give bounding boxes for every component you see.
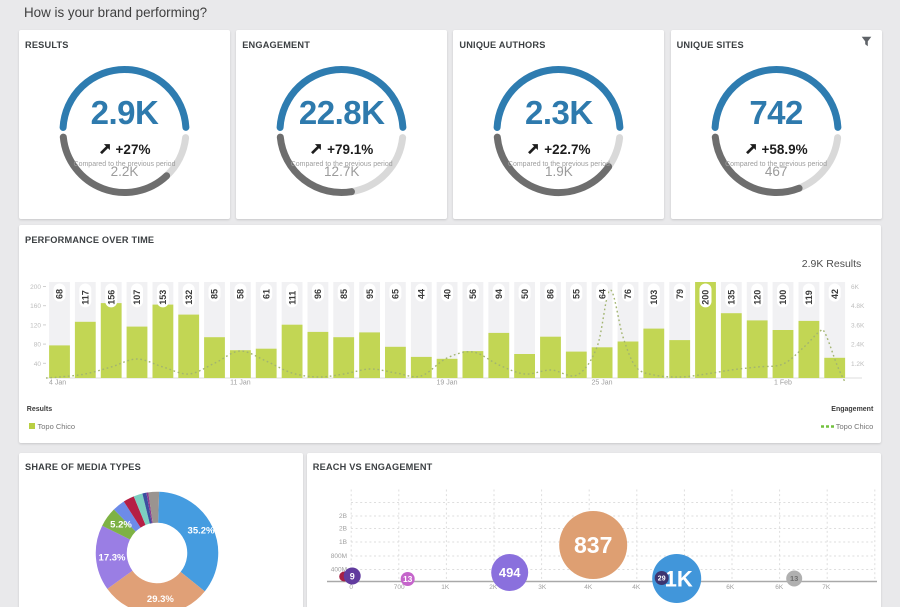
svg-text:107: 107 xyxy=(132,290,142,305)
svg-text:94: 94 xyxy=(494,289,504,299)
svg-text:56: 56 xyxy=(468,289,478,299)
svg-text:65: 65 xyxy=(391,289,401,299)
svg-text:837: 837 xyxy=(574,532,612,558)
svg-text:120: 120 xyxy=(752,290,762,305)
svg-text:2K: 2K xyxy=(489,584,498,591)
svg-text:120: 120 xyxy=(30,322,41,329)
svg-text:61: 61 xyxy=(261,289,271,299)
svg-text:1 Feb: 1 Feb xyxy=(774,380,792,387)
svg-text:0: 0 xyxy=(349,584,353,591)
svg-text:119: 119 xyxy=(804,290,814,305)
svg-text:11 Jan: 11 Jan xyxy=(230,380,251,387)
svg-text:132: 132 xyxy=(184,290,194,305)
svg-text:494: 494 xyxy=(499,565,521,580)
svg-text:79: 79 xyxy=(675,289,685,299)
svg-text:58: 58 xyxy=(236,289,246,299)
svg-text:95: 95 xyxy=(365,289,375,299)
svg-text:1K: 1K xyxy=(664,566,692,591)
svg-text:19 Jan: 19 Jan xyxy=(436,380,457,387)
svg-text:135: 135 xyxy=(727,290,737,305)
svg-text:6K: 6K xyxy=(775,584,784,591)
svg-text:29.3%: 29.3% xyxy=(147,594,174,605)
svg-text:153: 153 xyxy=(158,290,168,305)
svg-text:25 Jan: 25 Jan xyxy=(591,380,612,387)
svg-text:68: 68 xyxy=(55,289,65,299)
svg-text:44: 44 xyxy=(417,289,427,299)
svg-text:55: 55 xyxy=(572,289,582,299)
svg-text:1K: 1K xyxy=(441,584,450,591)
svg-text:1.2K: 1.2K xyxy=(851,361,865,368)
svg-text:9: 9 xyxy=(349,571,354,581)
svg-text:800M: 800M xyxy=(331,553,347,560)
svg-text:96: 96 xyxy=(313,289,323,299)
svg-text:117: 117 xyxy=(81,290,91,305)
svg-text:103: 103 xyxy=(649,290,659,305)
svg-text:85: 85 xyxy=(210,289,220,299)
svg-text:85: 85 xyxy=(339,289,349,299)
svg-text:76: 76 xyxy=(623,289,633,299)
svg-text:4 Jan: 4 Jan xyxy=(49,380,66,387)
svg-text:3K: 3K xyxy=(538,584,547,591)
svg-text:2B: 2B xyxy=(339,525,347,532)
svg-text:2B: 2B xyxy=(339,513,347,520)
svg-text:3.6K: 3.6K xyxy=(851,322,865,329)
svg-text:200: 200 xyxy=(30,284,41,291)
svg-text:156: 156 xyxy=(106,290,116,305)
svg-text:35.2%: 35.2% xyxy=(188,525,215,536)
svg-text:6K: 6K xyxy=(726,584,735,591)
svg-text:13: 13 xyxy=(403,574,413,584)
svg-text:160: 160 xyxy=(30,303,41,310)
svg-text:100: 100 xyxy=(778,290,788,305)
svg-text:5.2%: 5.2% xyxy=(110,519,132,530)
svg-text:64: 64 xyxy=(597,289,607,299)
svg-text:700: 700 xyxy=(394,584,405,591)
svg-text:50: 50 xyxy=(520,289,530,299)
svg-text:400M: 400M xyxy=(331,566,347,573)
svg-text:2.4K: 2.4K xyxy=(851,342,865,349)
svg-text:40: 40 xyxy=(34,361,42,368)
svg-text:1B: 1B xyxy=(339,539,347,546)
svg-text:17.3%: 17.3% xyxy=(99,552,126,563)
svg-text:4K: 4K xyxy=(584,584,593,591)
svg-text:111: 111 xyxy=(287,291,297,305)
svg-text:42: 42 xyxy=(830,289,840,299)
svg-text:4K: 4K xyxy=(632,584,641,591)
svg-text:7K: 7K xyxy=(822,584,831,591)
svg-text:40: 40 xyxy=(442,289,452,299)
svg-text:86: 86 xyxy=(546,289,556,299)
svg-text:4.8K: 4.8K xyxy=(851,303,865,310)
svg-text:200: 200 xyxy=(701,290,711,305)
svg-text:29: 29 xyxy=(658,575,666,582)
svg-text:6K: 6K xyxy=(851,284,860,291)
svg-text:80: 80 xyxy=(34,342,42,349)
svg-text:13: 13 xyxy=(790,574,798,583)
